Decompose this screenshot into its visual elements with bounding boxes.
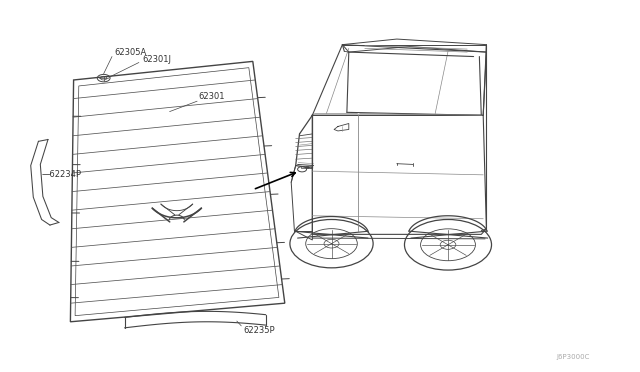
Text: 62235P: 62235P: [243, 326, 275, 335]
Text: 62305A: 62305A: [114, 48, 146, 57]
Bar: [301, 166, 308, 168]
Text: J6P3000C: J6P3000C: [557, 354, 590, 360]
Text: —62234P: —62234P: [42, 170, 82, 179]
Bar: [306, 166, 311, 168]
Text: 62301J: 62301J: [142, 55, 171, 64]
Text: 62301: 62301: [198, 92, 225, 101]
